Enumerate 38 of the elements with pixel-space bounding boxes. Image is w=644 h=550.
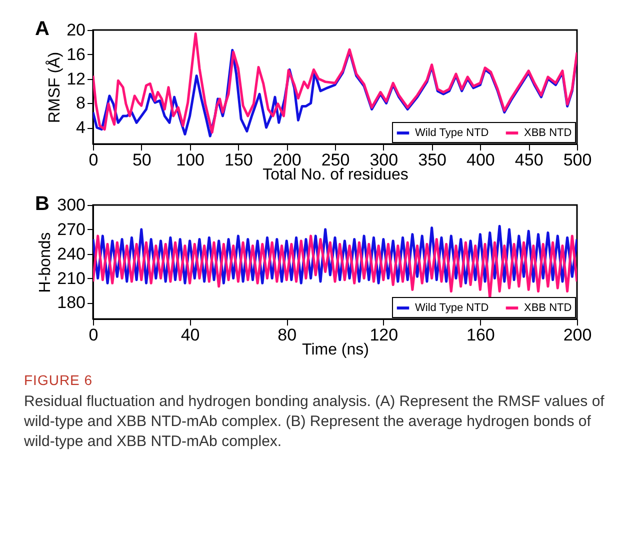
y-tick-label: 12 [66,69,86,88]
x-tick-label: 0 [88,326,98,344]
y-tick-label: 240 [57,244,86,264]
y-tick-label: 4 [76,118,86,138]
x-tick-label: 200 [563,326,592,344]
x-tick-label: 40 [180,326,200,344]
y-tick-label: 210 [57,268,86,288]
x-tick-label: 150 [224,150,253,170]
legend-label: XBB NTD [524,127,572,139]
caption: FIGURE 6 [24,372,94,388]
legend-label: Wild Type NTD [415,127,489,139]
x-tick-label: 120 [370,326,398,344]
text: Residual fluctuation and hydrogen bonding analysis. (A) Represent the RMSF values of wild-type and XBB NTD-mAb complex. (B) Represent the average hydrogen bonds of wild-type and XBB NTD-mAb complex. [24,392,606,452]
x-tick-label: 450 [514,150,544,170]
chart-title: B [35,193,50,215]
x-tick-label: 50 [132,150,152,170]
x-tick-label: 100 [176,150,204,170]
y-tick-label: 8 [76,94,86,113]
y-tick-label: 180 [57,293,86,312]
y-tick-label: 16 [66,44,86,64]
x-tick-label: 200 [272,150,302,170]
x-axis-title: Total No. of residues [262,166,408,184]
x-tick-label: 80 [278,326,297,344]
x-tick-label: 350 [418,150,446,170]
legend-label: XBB NTD [524,302,572,314]
x-tick-label: 500 [563,150,592,170]
x-tick-label: 160 [466,326,495,344]
legend-label: Wild Type NTD [415,302,489,314]
y-axis-title: RMSF (Å) [46,52,64,124]
x-tick-label: 400 [466,150,495,170]
y-tick-label: 300 [57,196,86,214]
chart-title: A [35,18,50,40]
y-tick-label: 20 [66,20,86,40]
y-tick-label: 270 [57,220,86,239]
line-series [93,234,577,300]
x-tick-label: 0 [88,150,98,170]
y-axis-title: H-bonds [37,232,54,293]
x-axis-title: Time (ns) [302,342,369,358]
